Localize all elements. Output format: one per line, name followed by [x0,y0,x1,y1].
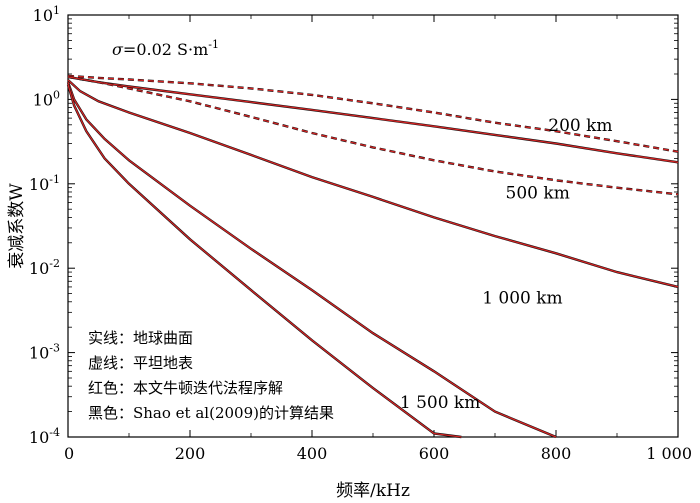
legend-text-block: 实线：地球曲面 虚线：平坦地表 红色：本文牛顿迭代法程序解 黑色：Shao et… [88,329,334,422]
curve-label: 1 500 km [400,393,481,413]
y-tick-label: 10-2 [29,257,60,278]
y-tick-label: 10-4 [29,426,60,447]
y-axis-ticks: 101 100 10-1 10-2 10-3 10-4 [29,4,678,447]
legend-line-3: 红色：本文牛顿迭代法程序解 [88,379,283,397]
y-tick-label: 101 [33,4,60,25]
series-red-500km-curved [67,79,679,288]
legend-line-1: 实线：地球曲面 [88,329,193,347]
y-tick-label: 100 [33,88,60,109]
series-black-200km-flat [67,74,679,153]
plot-frame [67,14,679,438]
x-tick-label: 600 [419,444,450,463]
series-red-200km-flat [67,75,679,153]
curve-label: 1 000 km [482,289,563,309]
x-tick-label: 800 [541,444,572,463]
series-red-1500km-curved [67,84,462,438]
legend-line-2: 虚线：平坦地表 [88,354,193,372]
annotation-sigma: σ=0.02 S·m-1 [112,38,219,59]
x-tick-label: 200 [175,444,206,463]
x-axis-title: 频率/kHz [336,481,410,501]
series-red-200km-curved [67,76,679,163]
x-tick-label: 0 [64,444,74,463]
x-tick-label: 1 000 [646,444,692,463]
legend-line-4: 黑色：Shao et al(2009)的计算结果 [88,404,334,422]
y-tick-label: 10-1 [29,173,60,194]
x-tick-label: 400 [297,444,328,463]
series-red-500km-flat [67,76,679,195]
curve-label: 500 km [506,183,570,203]
series-red-1000km-curved [67,81,557,438]
y-tick-label: 10-3 [29,342,60,363]
y-axis-title: 衰减系数W [7,183,27,269]
curve-label: 200 km [548,116,612,136]
x-axis-ticks: 0 200 400 600 800 1 000 [64,15,692,463]
series-group [66,74,679,439]
curve-labels: 200 km 500 km 1 000 km 1 500 km [400,116,613,413]
